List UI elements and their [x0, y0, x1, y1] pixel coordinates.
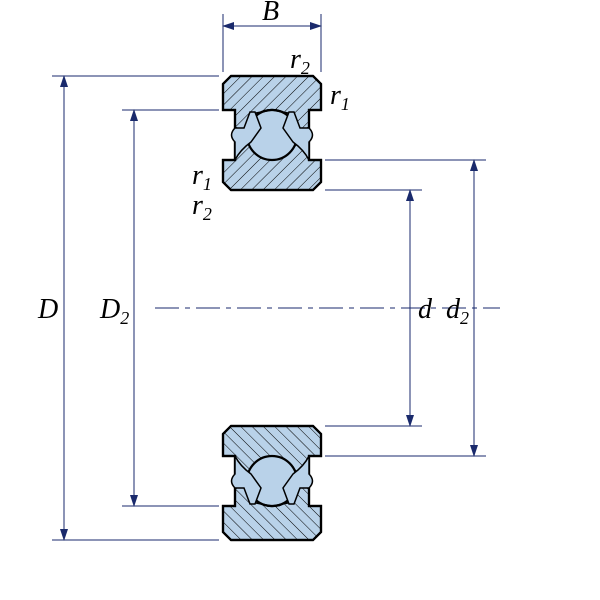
label-d: d — [418, 294, 433, 325]
bearing-cross-section-diagram: B D D2 d d2 r2 r1 r1 r2 — [0, 0, 600, 600]
label-r1-bot: r1 — [192, 160, 212, 194]
label-D2: D2 — [99, 294, 129, 328]
bottom-cross-section — [223, 426, 321, 540]
label-r2-bot: r2 — [192, 190, 212, 224]
label-d2: d2 — [446, 294, 469, 328]
label-D: D — [37, 294, 58, 325]
label-B: B — [262, 0, 279, 27]
label-r1-top: r1 — [330, 80, 350, 114]
top-cross-section — [223, 76, 321, 190]
label-r2-top: r2 — [290, 44, 310, 78]
